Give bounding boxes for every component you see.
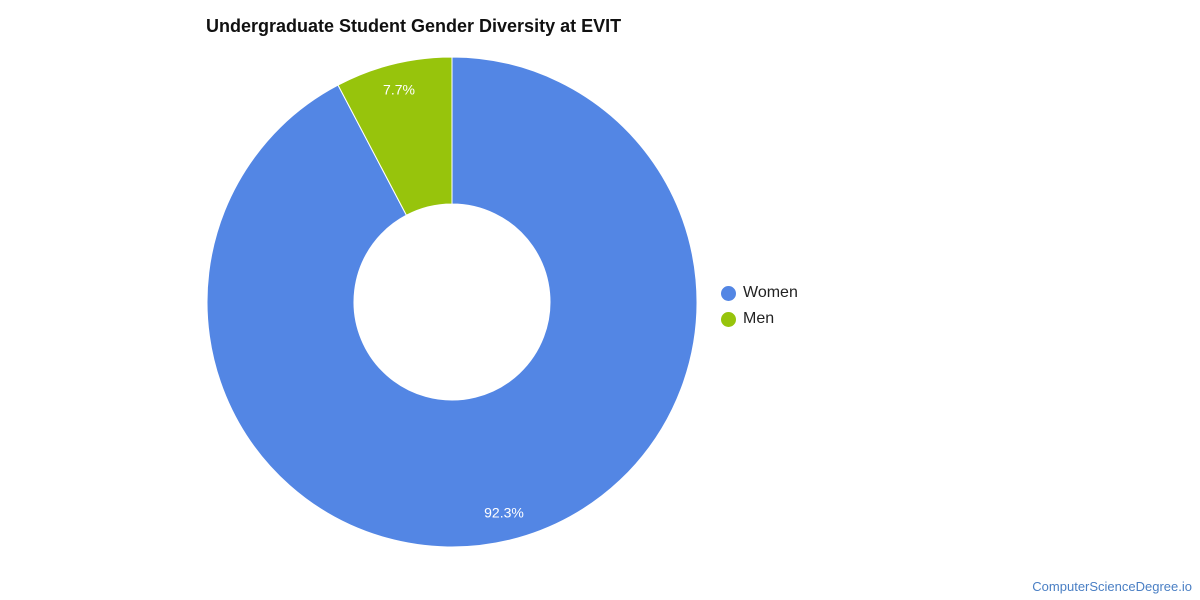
slice-label-women: 92.3%: [484, 505, 524, 521]
legend-swatch-women: [721, 285, 736, 301]
slice-men[interactable]: [337, 56, 453, 216]
legend-swatch-men: [721, 311, 736, 327]
site-watermark[interactable]: ComputerScienceDegree.io: [1032, 579, 1192, 594]
legend: Women Men: [721, 280, 798, 332]
legend-item-women[interactable]: Women: [721, 280, 798, 306]
slice-label-men: 7.7%: [383, 82, 415, 98]
legend-item-men[interactable]: Men: [721, 306, 798, 332]
chart-title: Undergraduate Student Gender Diversity a…: [206, 16, 622, 36]
legend-label-men: Men: [743, 310, 775, 327]
legend-label-women: Women: [743, 284, 798, 301]
slice-women[interactable]: [206, 56, 698, 548]
